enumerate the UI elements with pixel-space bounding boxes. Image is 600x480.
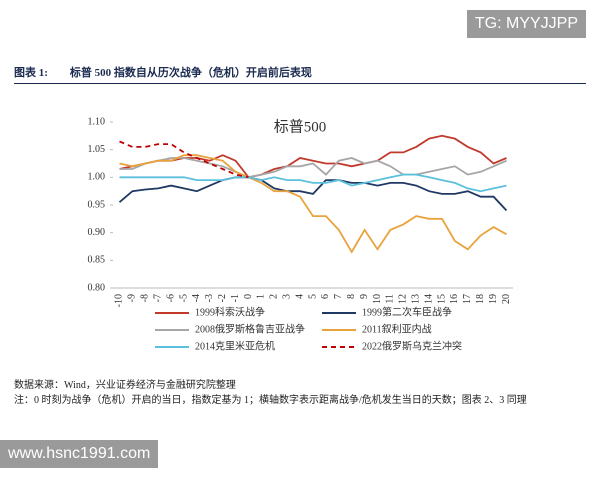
watermark: TG: MYYJJPP xyxy=(466,10,586,38)
source: 数据来源：Wind，兴业证券经济与金融研究院整理 xyxy=(14,380,236,391)
series-line xyxy=(119,173,507,193)
legend-label: 2008俄罗斯格鲁吉亚战争 xyxy=(195,322,305,335)
chart-title: 标普500 xyxy=(274,118,327,135)
x-tick-label: -1 xyxy=(230,294,241,302)
x-tick-label: 11 xyxy=(385,294,396,304)
x-tick-label: 16 xyxy=(449,294,460,304)
x-tick-label: 2 xyxy=(269,294,280,299)
x-tick-label: 5 xyxy=(307,294,318,299)
x-tick-label: -9 xyxy=(127,294,138,302)
x-tick-label: 8 xyxy=(346,294,357,299)
watermark: www.hsnc1991.com xyxy=(0,440,159,468)
x-tick-label: -8 xyxy=(140,294,151,302)
y-tick-label: 1.10 xyxy=(88,116,106,127)
x-tick-label: -3 xyxy=(204,294,215,302)
x-tick-label: 14 xyxy=(423,294,434,304)
x-tick-label: 9 xyxy=(359,294,370,299)
x-tick-label: -7 xyxy=(152,294,163,302)
x-tick-label: -4 xyxy=(191,294,202,302)
legend-label: 1999科索沃战争 xyxy=(195,305,265,318)
x-tick-label: 18 xyxy=(475,294,486,304)
x-tick-label: 12 xyxy=(398,294,409,304)
x-tick-label: 10 xyxy=(372,294,383,304)
series-line xyxy=(119,157,507,179)
x-tick-label: 0 xyxy=(243,294,254,299)
x-tick-label: 7 xyxy=(333,294,344,299)
x-tick-label: 1 xyxy=(256,294,267,299)
x-tick-label: -2 xyxy=(217,294,228,302)
legend-label: 2014克里米亚危机 xyxy=(195,339,275,352)
figure-label: 图表 1: xyxy=(14,67,48,79)
y-tick-label: 0.95 xyxy=(88,199,106,210)
y-tick-label: 1.05 xyxy=(88,144,106,155)
series-line xyxy=(119,134,507,179)
x-tick-label: 6 xyxy=(320,294,331,299)
x-tick-label: 3 xyxy=(281,294,292,299)
x-tick-label: -5 xyxy=(178,294,189,302)
y-tick-label: 0.90 xyxy=(88,227,106,238)
x-tick-label: 13 xyxy=(411,294,422,304)
chart: 标普500 0.800.850.900.951.001.051.10-10 -9-… xyxy=(88,116,513,352)
legend-label: 1999第二次车臣战争 xyxy=(362,305,452,318)
y-tick-label: 0.85 xyxy=(88,255,106,266)
series-line xyxy=(119,140,249,179)
y-tick-label: 0.80 xyxy=(88,282,106,293)
series-line xyxy=(119,154,507,254)
figure-header: 图表 1: 标普 500 指数自从历次战争（危机）开启前后表现 xyxy=(14,64,586,84)
x-tick-label: 19 xyxy=(488,294,499,304)
series-line xyxy=(118,176,508,212)
x-tick-label: 4 xyxy=(294,294,305,299)
x-tick-label: 20 xyxy=(501,294,512,304)
x-tick-label: 15 xyxy=(436,294,447,304)
note: 注：0 时刻为战争（危机）开启的当日，指数定基为 1；横轴数字表示距离战争/危机… xyxy=(14,395,527,406)
x-tick-label: 17 xyxy=(462,294,473,304)
y-tick-label: 1.00 xyxy=(88,172,106,183)
x-tick-label: -10 xyxy=(114,294,125,307)
figure-title: 标普 500 指数自从历次战争（危机）开启前后表现 xyxy=(69,67,312,79)
x-tick-label: -6 xyxy=(165,294,176,302)
legend-label: 2011叙利亚内战 xyxy=(362,322,432,335)
legend-label: 2022俄罗斯乌克兰冲突 xyxy=(362,339,462,352)
